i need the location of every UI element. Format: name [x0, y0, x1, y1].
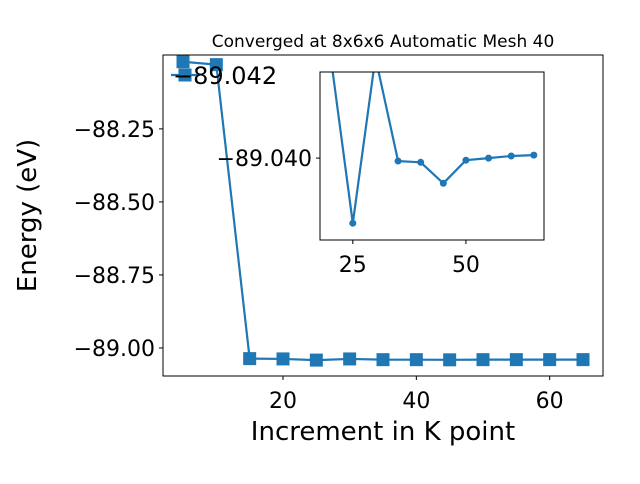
chart-title: Converged at 8x6x6 Automatic Mesh 40 [212, 32, 555, 52]
marker [543, 353, 557, 367]
marker [417, 158, 425, 166]
marker [376, 353, 390, 367]
marker [209, 58, 223, 72]
marker [394, 157, 402, 165]
y-tick-label: −89.00 [74, 337, 155, 362]
marker [443, 353, 457, 367]
marker [349, 219, 357, 227]
marker [576, 353, 590, 367]
x-tick-label: 60 [536, 389, 564, 414]
x-tick-label: 20 [269, 389, 297, 414]
marker [530, 151, 538, 159]
y-tick-label: −89.040 [217, 147, 312, 172]
marker [439, 179, 447, 187]
marker [462, 156, 470, 164]
y-tick-label: −88.25 [74, 118, 155, 143]
marker [276, 352, 290, 366]
x-axis-label: Increment in K point [251, 417, 515, 447]
plot-area [331, 72, 538, 227]
marker [476, 353, 490, 367]
marker [485, 154, 493, 162]
marker [509, 353, 523, 367]
marker [343, 352, 357, 366]
x-tick-label: 40 [402, 389, 430, 414]
axes-frame [162, 54, 604, 377]
series-line [331, 72, 534, 224]
y-tick-label: −88.50 [74, 191, 155, 216]
legend-label: −89.042 [173, 62, 277, 90]
x-tick-label: 50 [452, 253, 480, 278]
marker [507, 152, 515, 160]
marker [243, 352, 257, 366]
plot-area [176, 55, 590, 367]
marker [309, 353, 323, 367]
axes-frame [319, 71, 545, 241]
y-axis-label: Energy (eV) [13, 139, 43, 292]
legend-marker [178, 68, 192, 82]
marker [176, 55, 190, 69]
y-tick-label: −88.75 [74, 264, 155, 289]
marker [409, 353, 423, 367]
x-tick-label: 25 [339, 253, 367, 278]
